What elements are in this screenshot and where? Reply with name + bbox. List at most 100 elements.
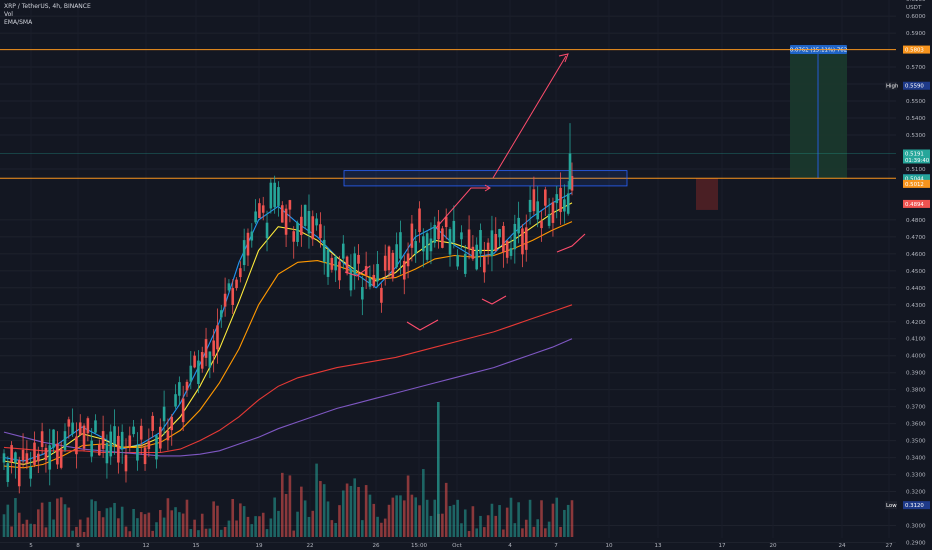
candle-body [349,269,353,291]
candle-body [158,426,162,449]
tag-label: High [886,84,898,90]
volume-bar [162,517,166,537]
candle-body [235,279,238,289]
candle-body [315,218,318,226]
symbol-title[interactable]: XRP / TetherUS, 4h, BINANCE [4,3,91,10]
candle-body [387,246,391,271]
candle-body [17,459,21,487]
candle-body [101,431,105,449]
candle-body [242,240,246,266]
candle-body [246,232,250,256]
volume-bar [10,526,13,537]
annotations[interactable] [344,53,586,331]
horizontal-lines[interactable] [0,49,896,187]
candle-body [372,274,376,286]
volume-bar [235,520,238,537]
volume-bar [341,490,345,537]
volume-bar [536,519,539,537]
volume-bar [479,515,482,537]
volume-bar [59,497,63,537]
price-tick-label: 0.4800 [906,218,926,224]
price-tick-label: 0.4000 [906,354,926,360]
candle-body [429,238,433,252]
volume-bar [288,475,292,537]
volume-bar [216,505,219,537]
volume-bar [128,531,132,537]
candle-body [78,422,82,435]
candle-body [471,246,475,259]
candle-body [139,425,143,440]
volume-bar [402,500,406,537]
volume-bar [547,521,551,537]
volume-bar [189,528,193,537]
volume-bar [219,529,223,537]
volume-bar [204,528,208,537]
volume-indicator-label[interactable]: Vol [4,11,13,18]
volume-bar [258,516,261,537]
candle-body [2,453,6,463]
time-axis[interactable]: 5 8 12 15 19 22 26 15:00 Oct 4 7 10 13 17 20 24 27 [29,543,893,549]
volume-bar [524,519,528,537]
candle-body [181,398,185,423]
volume-bar [292,530,296,537]
volume-bar [448,506,452,537]
price-tick-label: 0.5300 [906,133,926,139]
volume-bar [441,513,444,537]
candle-body [391,252,395,279]
volume-bar [75,526,78,537]
volume-bar [280,472,284,537]
volume-spike [437,402,440,537]
volume-bar [261,512,265,537]
candle-body [418,208,421,233]
candle-body [544,189,547,206]
candle-body [132,426,135,435]
candle-body [460,232,463,240]
volume-bar [21,523,25,537]
volume-bar [71,530,74,537]
candle-body [364,266,368,276]
volume-bar [17,512,21,537]
candle-body [124,455,128,472]
time-tick-label: 26 [372,543,380,549]
candle-body [288,200,292,210]
volume-bar [303,500,307,537]
candle-body [517,217,520,234]
candle-body [98,444,101,456]
ema-sma-indicator-label[interactable]: EMA/SMA [4,19,33,26]
price-axis[interactable]: 0.61000.60000.59000.57000.56000.55000.54… [906,0,926,547]
volume-bar [433,499,437,537]
price-tick-label: 0.4500 [906,269,926,275]
candle-body [120,431,124,449]
candle-body [67,419,71,427]
candle-body [258,203,261,219]
candle-body [303,204,307,226]
price-tick-label: 0.5700 [906,65,926,71]
price-tag-bg [903,179,930,188]
candle-body [341,243,345,259]
candle-body [521,228,524,255]
price-tick-label: 0.6000 [906,14,926,20]
volume-bar [86,517,90,537]
price-tag-bg [903,174,930,183]
volume-bar [296,511,299,537]
candle-body [90,440,93,457]
candle-body [483,256,486,273]
candle-body [284,208,288,235]
candle-body [441,228,444,248]
volume-bar [521,528,524,537]
candle-body [524,227,528,250]
tag-label: Low [886,503,897,509]
volume-bar [33,524,36,537]
candle-body [452,220,456,243]
candle-body [296,222,299,242]
volume-bar [319,481,322,537]
candle-body [105,443,109,464]
candle-body [425,233,429,260]
volume-bar [505,507,509,537]
volume-bar [551,503,555,537]
volume-bar [364,485,368,537]
candle-body [551,202,555,223]
volume-bar [37,509,40,537]
price-tick-label: 0.4100 [906,337,926,343]
